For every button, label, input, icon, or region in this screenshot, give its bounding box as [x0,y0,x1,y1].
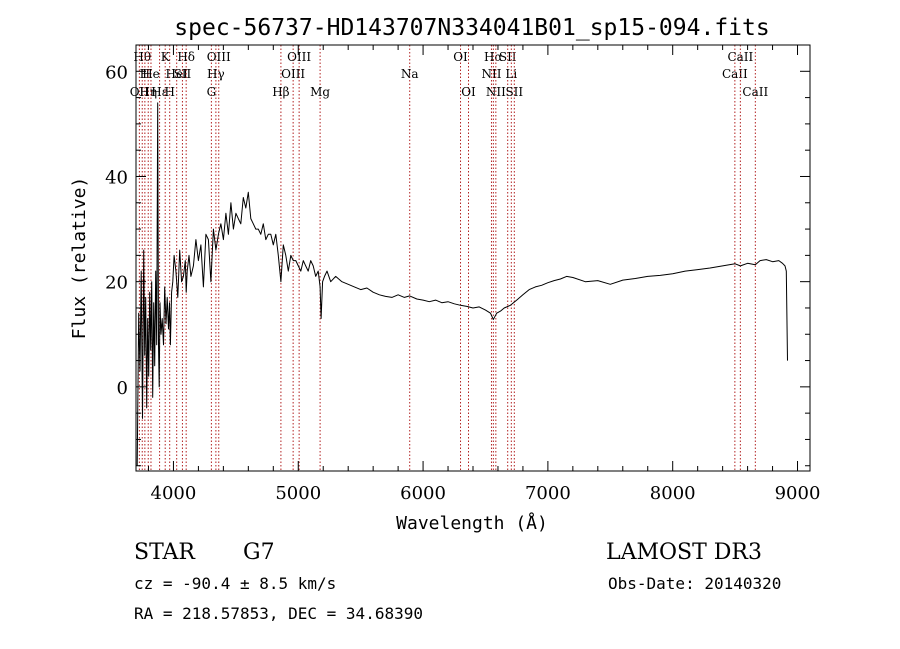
line-marker-label-15: OIII [281,67,305,81]
line-marker-label-23: NII [486,85,506,99]
line-marker-label-18: Na [401,67,419,81]
line-marker-label-3: Hη [139,85,157,99]
y-tick-label-3: 60 [105,62,128,83]
x-tick-label-2: 6000 [400,483,446,504]
x-tick-label-1: 5000 [275,483,321,504]
line-marker-label-24: SII [499,50,517,64]
line-marker-label-25: Li [505,67,517,81]
line-marker-label-11: G [207,85,217,99]
object-class: STAR [134,540,196,565]
x-tick-label-3: 7000 [525,483,571,504]
line-marker-label-20: OI [461,85,476,99]
line-marker-label-22: Hα [484,50,503,64]
y-tick-label-2: 40 [105,167,128,188]
chart-title: spec-56737-HD143707N334041B01_sp15-094.f… [174,15,769,41]
line-marker-label-21: NII [481,67,501,81]
line-marker-label-10: Hδ [177,50,195,64]
x-axis-label: Wavelength (Å) [396,512,548,534]
flux-series-line [136,102,788,466]
line-marker-label-4: He [142,67,160,81]
line-marker-label-28: CaII [727,50,753,64]
line-marker-label-27: CaII [722,67,748,81]
line-marker-label-13: OIII [207,50,231,64]
plot-frame [135,44,811,472]
line-marker-layer: OIIHθHHηHeHεKHHeISIIHδGHγOIIIHβOIIIOIIIM… [130,45,768,471]
y-tick-label-0: 0 [117,378,128,399]
line-marker-label-1: Hθ [133,50,151,64]
line-marker-label-19: OI [453,50,468,64]
line-marker-label-26: SII [505,85,523,99]
obs-date: Obs-Date: 20140320 [608,574,781,593]
x-tick-label-4: 8000 [650,483,696,504]
coordinates-readout: RA = 218.57853, DEC = 34.68390 [134,604,423,623]
line-marker-label-14: Hβ [272,85,289,99]
line-marker-label-16: OIII [287,50,311,64]
survey-name: LAMOST DR3 [606,540,762,565]
line-marker-label-2: H [140,67,150,81]
axis-layer: 4000 5000 6000 7000 8000 9000 0 20 40 60 [105,44,821,504]
object-subclass: G7 [243,540,275,565]
y-tick-label-1: 20 [105,273,128,294]
line-marker-label-9: SII [174,67,192,81]
line-marker-label-17: Mg [310,85,330,99]
line-marker-label-29: CaII [742,85,768,99]
y-axis-label: Flux (relative) [69,177,90,340]
line-marker-label-7: H [164,85,174,99]
x-tick-label-0: 4000 [151,483,197,504]
velocity-readout: cz = -90.4 ± 8.5 km/s [134,574,336,593]
line-marker-label-6: K [161,50,171,64]
line-marker-label-12: Hγ [207,67,225,81]
line-marker-label-5: Hε [151,85,168,99]
x-tick-label-5: 9000 [775,483,821,504]
